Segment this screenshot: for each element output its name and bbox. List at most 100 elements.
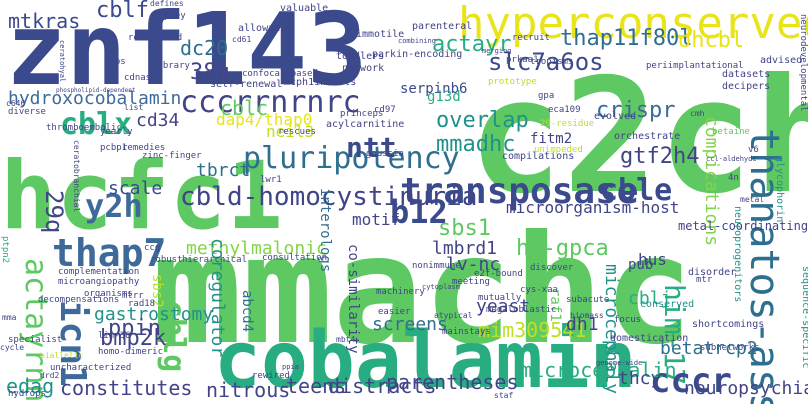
word-subnetworks: subnetworks bbox=[700, 343, 760, 353]
word-library: library bbox=[152, 61, 190, 71]
word-yearly: yearly bbox=[100, 127, 133, 137]
word-microcephaly: microcephaly bbox=[601, 264, 622, 395]
word-cytoplasm: cytoplasm bbox=[422, 283, 460, 291]
word-methylmalonic: methylmalonic bbox=[186, 238, 327, 259]
word-microorganism-host: microorganism-host bbox=[506, 198, 680, 217]
word-metal: metal bbox=[740, 195, 765, 204]
word-phospholipid-dependent: phospholipid-dependent bbox=[56, 87, 136, 94]
word-lmbrd1: lmbrd1 bbox=[432, 238, 498, 259]
word-cblx: cblx bbox=[60, 107, 133, 142]
word-recruit: recruit bbox=[512, 33, 550, 43]
word-edag: edag bbox=[6, 374, 55, 398]
word-ceratohyal: ceratohyal bbox=[58, 40, 66, 83]
word-drd2: drd2 bbox=[40, 371, 60, 380]
word-b12: b12 bbox=[390, 193, 448, 231]
word-datasets: datasets bbox=[722, 69, 771, 80]
word-c2ch: c2ch bbox=[468, 45, 808, 229]
word-hcfc1: hcfc1 bbox=[0, 142, 283, 251]
word-evolved: evolved bbox=[594, 111, 637, 122]
word-motif: motif bbox=[352, 210, 401, 229]
word-microcephalin: microcephalin bbox=[520, 358, 677, 382]
word-merging: merging bbox=[482, 47, 512, 55]
word-yeast: yeast bbox=[476, 296, 531, 317]
word-hydrops: hydrops bbox=[8, 389, 46, 399]
word-organisms: organisms bbox=[84, 289, 133, 299]
word-defines: defines bbox=[150, 0, 184, 8]
word-cbld-homocystinuria: cbld-homocystinuria bbox=[180, 182, 478, 212]
word-hierarchical: hierarchical bbox=[182, 255, 248, 265]
word-overlap: overlap bbox=[436, 108, 529, 133]
word-mainstays: mainstays bbox=[442, 327, 491, 337]
word-self-renewal: self-renewal bbox=[210, 79, 283, 90]
word-transposase: transposase bbox=[400, 171, 639, 212]
word-biomass: biomass bbox=[570, 311, 604, 320]
word-thcy: thcy bbox=[618, 368, 662, 389]
word-29-residue: 29-residue bbox=[540, 119, 595, 129]
word-dap4-thap0: dap4/thap0 bbox=[216, 110, 313, 129]
word-conserved: conserved bbox=[640, 299, 695, 310]
word-confocal-based: confocal-based bbox=[242, 69, 318, 79]
word-thromboembolic: thromboembolic bbox=[46, 123, 122, 133]
word-fitm2: fitm2 bbox=[530, 131, 573, 147]
word-ptpn2: ptpn2 bbox=[0, 236, 10, 264]
word-4n: 4n bbox=[728, 173, 739, 183]
word-combining: combining bbox=[398, 37, 436, 45]
word-meeting: meeting bbox=[452, 277, 490, 287]
word-mcph1inserts: mcph1inserts bbox=[284, 77, 357, 88]
word-hus: hus bbox=[638, 250, 667, 269]
word-microangiopathy: microangiopathy bbox=[58, 277, 140, 287]
word-mmachc: mmachc bbox=[152, 204, 694, 378]
word-e2f-bound: e2f-bound bbox=[474, 269, 523, 279]
word-crispr: crispr bbox=[596, 98, 676, 123]
word-constitutes: constitutes bbox=[60, 376, 193, 400]
word-cd34: cd34 bbox=[136, 110, 180, 131]
word-cccrrnrnrc: cccrrnrnrc bbox=[180, 85, 361, 120]
word-lin-36: lin-36 bbox=[98, 331, 131, 341]
word-orchestrate: orchestrate bbox=[614, 131, 681, 142]
word-sequence-specific: sequence-specific bbox=[800, 266, 808, 369]
word-cblf: cblf bbox=[96, 0, 149, 23]
word-metal-coordinating: metal-coordinating bbox=[678, 219, 808, 233]
word-thap11f80l: thap11f80l bbox=[560, 26, 693, 51]
word-staf: staf bbox=[494, 391, 514, 400]
word-29q: 29q bbox=[40, 190, 68, 234]
word-complementation: complementation bbox=[58, 267, 140, 277]
word-tbrct: tbrct bbox=[196, 160, 251, 181]
word-disorder: disorder bbox=[688, 267, 737, 278]
word-cblj: cblj bbox=[628, 288, 672, 309]
word-38q: 38q bbox=[190, 60, 230, 85]
word-thap7: thap7 bbox=[52, 231, 167, 275]
word-mutually: mutually bbox=[478, 293, 522, 303]
word-prototype: prototype bbox=[488, 77, 537, 87]
word-subacute: subacute bbox=[566, 295, 610, 305]
word-princeps: princeps bbox=[340, 109, 384, 119]
word-dh1: dh1 bbox=[566, 314, 599, 335]
word-rad18: rad18 bbox=[128, 299, 156, 309]
word-dc20: dc20 bbox=[180, 36, 229, 60]
word-abcd4: abcd4 bbox=[239, 290, 255, 333]
word-lwr1: lwr1 bbox=[260, 175, 282, 185]
word-consultation: consultation bbox=[262, 253, 328, 263]
word-rescues: rescues bbox=[278, 127, 316, 137]
word-zinc-finger: zinc-finger bbox=[142, 151, 202, 161]
word-list: list bbox=[124, 103, 144, 112]
word-znf143: znf143 bbox=[6, 0, 368, 108]
word-ppia: ppia bbox=[282, 363, 299, 371]
word-ohcbl: ohcbl bbox=[678, 28, 745, 53]
word-homo-dimeric: homo-dimeric bbox=[98, 347, 164, 357]
word-gaussia: gaussia bbox=[366, 149, 404, 159]
word-periimplantational: periimplantational bbox=[646, 61, 744, 71]
word-neuroprogenitors: neuroprogenitors bbox=[732, 206, 743, 303]
word-recognized: recognized bbox=[128, 33, 183, 43]
word-ht-gpca: ht-gpca bbox=[516, 236, 609, 261]
word-mim309541: mim309541 bbox=[478, 318, 587, 342]
word-actayr: actayr bbox=[432, 32, 512, 57]
word-shortcomings: shortcomings bbox=[692, 319, 765, 330]
word-cdnas: cdnas bbox=[124, 73, 152, 83]
word-mmadhc: mmadhc bbox=[436, 132, 516, 157]
word-robust: robust bbox=[150, 255, 183, 265]
word-cys-xaa: cys-xaa bbox=[520, 285, 558, 295]
word-decompensations: decompensations bbox=[38, 295, 120, 305]
word-cobalamin: cobalamin bbox=[214, 316, 637, 404]
